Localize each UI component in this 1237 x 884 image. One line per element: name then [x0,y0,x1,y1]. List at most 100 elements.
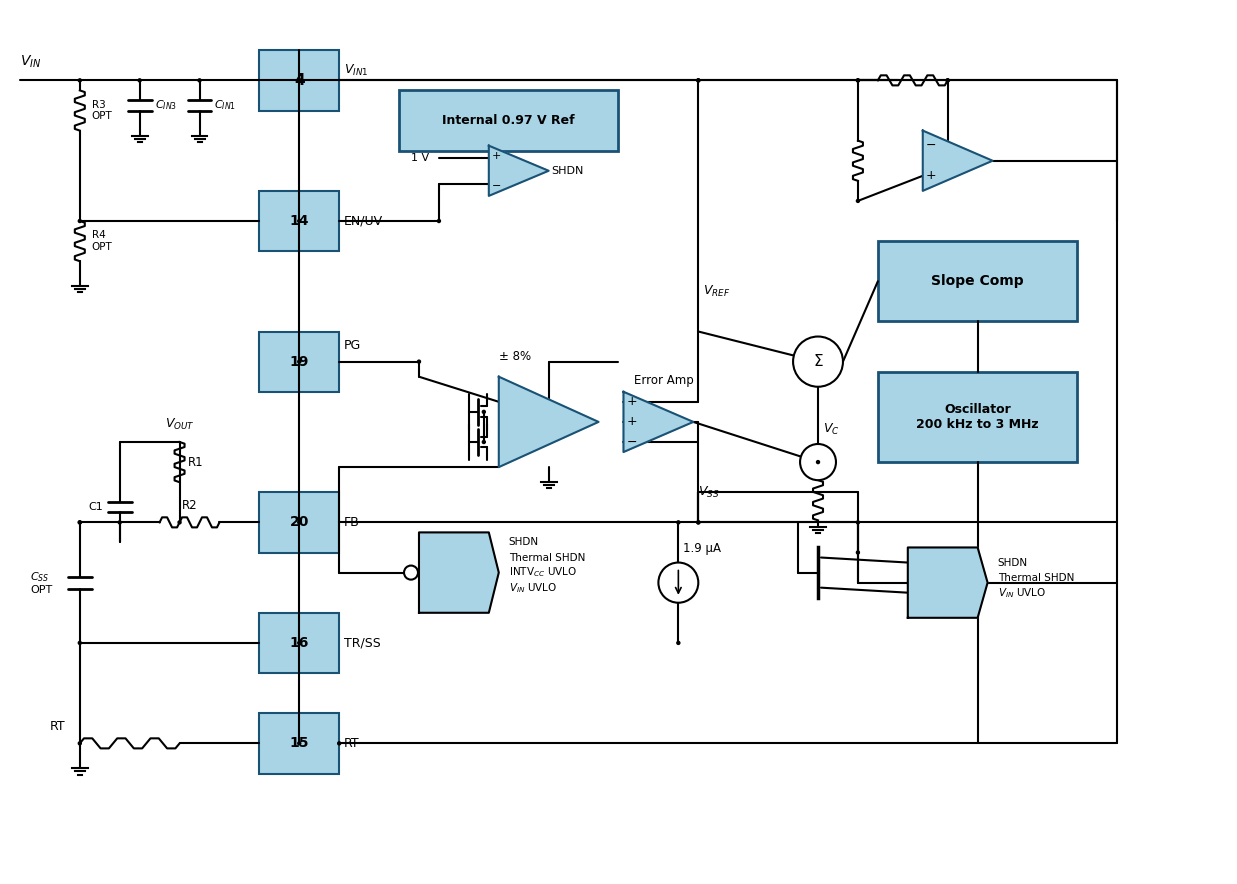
Text: SHDN: SHDN [997,558,1028,568]
Text: −: − [925,139,936,152]
Polygon shape [419,532,499,613]
Text: +: + [626,415,637,429]
Text: $V_{SS}$: $V_{SS}$ [699,484,720,499]
Text: RT: RT [49,720,66,734]
Text: 4: 4 [294,72,304,88]
Circle shape [696,79,700,82]
Circle shape [198,79,200,82]
Circle shape [696,521,700,524]
Text: EN/UV: EN/UV [344,215,383,227]
FancyBboxPatch shape [878,371,1077,462]
Text: −: − [626,436,637,448]
Text: $V_{OUT}$: $V_{OUT}$ [165,417,194,432]
Circle shape [298,79,301,82]
Circle shape [338,742,340,745]
Text: Thermal SHDN: Thermal SHDN [997,573,1074,583]
Circle shape [78,219,82,223]
Text: 19: 19 [289,354,309,369]
Text: +: + [925,170,936,182]
Text: R3
OPT: R3 OPT [92,100,113,121]
Circle shape [856,79,860,82]
Circle shape [800,444,836,480]
Circle shape [404,566,418,580]
Polygon shape [623,392,693,452]
Text: $V_{IN1}$: $V_{IN1}$ [344,63,369,78]
Circle shape [946,79,949,82]
Text: Thermal SHDN: Thermal SHDN [508,552,585,562]
Circle shape [856,79,860,82]
Text: $C_{IN3}$: $C_{IN3}$ [155,99,177,112]
Text: 1.9 μA: 1.9 μA [683,542,721,554]
Circle shape [677,521,680,524]
Circle shape [856,200,860,202]
Circle shape [658,562,699,603]
Text: Slope Comp: Slope Comp [931,274,1024,288]
Text: Error Amp: Error Amp [633,374,693,387]
Polygon shape [923,131,992,191]
Text: $C_{IN1}$: $C_{IN1}$ [214,99,236,112]
Text: SHDN: SHDN [508,537,539,547]
Text: Σ: Σ [813,354,823,370]
Text: R2: R2 [182,499,198,513]
Text: +: + [492,150,501,161]
Circle shape [856,551,860,554]
Text: $V_{REF}$: $V_{REF}$ [704,284,731,299]
Circle shape [78,79,82,82]
Text: SHDN: SHDN [552,166,584,176]
Text: R1: R1 [188,455,203,469]
Polygon shape [489,146,549,196]
Text: TR/SS: TR/SS [344,636,381,650]
FancyBboxPatch shape [260,191,339,251]
Text: $C_{SS}$
OPT: $C_{SS}$ OPT [30,570,52,595]
Circle shape [677,642,680,644]
Circle shape [298,360,301,363]
Circle shape [298,521,301,524]
Circle shape [78,521,82,524]
Circle shape [78,521,82,524]
Circle shape [856,521,860,524]
FancyBboxPatch shape [878,241,1077,322]
Text: R4
OPT: R4 OPT [92,231,113,252]
Text: C1: C1 [88,502,103,513]
Text: $V_{IN}$ UVLO: $V_{IN}$ UVLO [997,586,1047,599]
Circle shape [298,219,301,223]
Circle shape [482,440,485,444]
Text: 1 V: 1 V [411,153,429,163]
FancyBboxPatch shape [400,90,618,150]
Circle shape [696,79,700,82]
Text: 20: 20 [289,515,309,530]
Text: ± 8%: ± 8% [499,350,531,363]
Text: $V_{IN}$ UVLO: $V_{IN}$ UVLO [508,581,557,595]
Circle shape [438,219,440,223]
Circle shape [119,521,121,524]
Polygon shape [499,377,599,467]
Circle shape [417,360,421,363]
Circle shape [139,79,141,82]
Text: FB: FB [344,516,360,529]
Circle shape [298,742,301,745]
Text: INTV$_{CC}$ UVLO: INTV$_{CC}$ UVLO [508,566,576,580]
FancyBboxPatch shape [260,50,339,110]
Circle shape [78,642,82,644]
FancyBboxPatch shape [260,713,339,774]
Text: 14: 14 [289,214,309,228]
Text: 16: 16 [289,636,309,650]
Text: +: + [626,395,637,408]
FancyBboxPatch shape [260,492,339,552]
Text: $V_{IN}$: $V_{IN}$ [20,54,41,71]
Circle shape [298,79,301,82]
Circle shape [78,742,82,745]
Circle shape [793,337,842,387]
Text: $V_C$: $V_C$ [823,422,840,437]
Circle shape [816,461,819,463]
Text: PG: PG [344,339,361,352]
Circle shape [178,521,181,524]
Text: Oscillator
200 kHz to 3 MHz: Oscillator 200 kHz to 3 MHz [917,403,1039,431]
Circle shape [696,521,700,524]
Circle shape [482,410,485,414]
Text: RT: RT [344,737,360,750]
Circle shape [298,642,301,644]
Polygon shape [908,547,987,618]
Text: −: − [492,181,501,191]
FancyBboxPatch shape [260,613,339,673]
